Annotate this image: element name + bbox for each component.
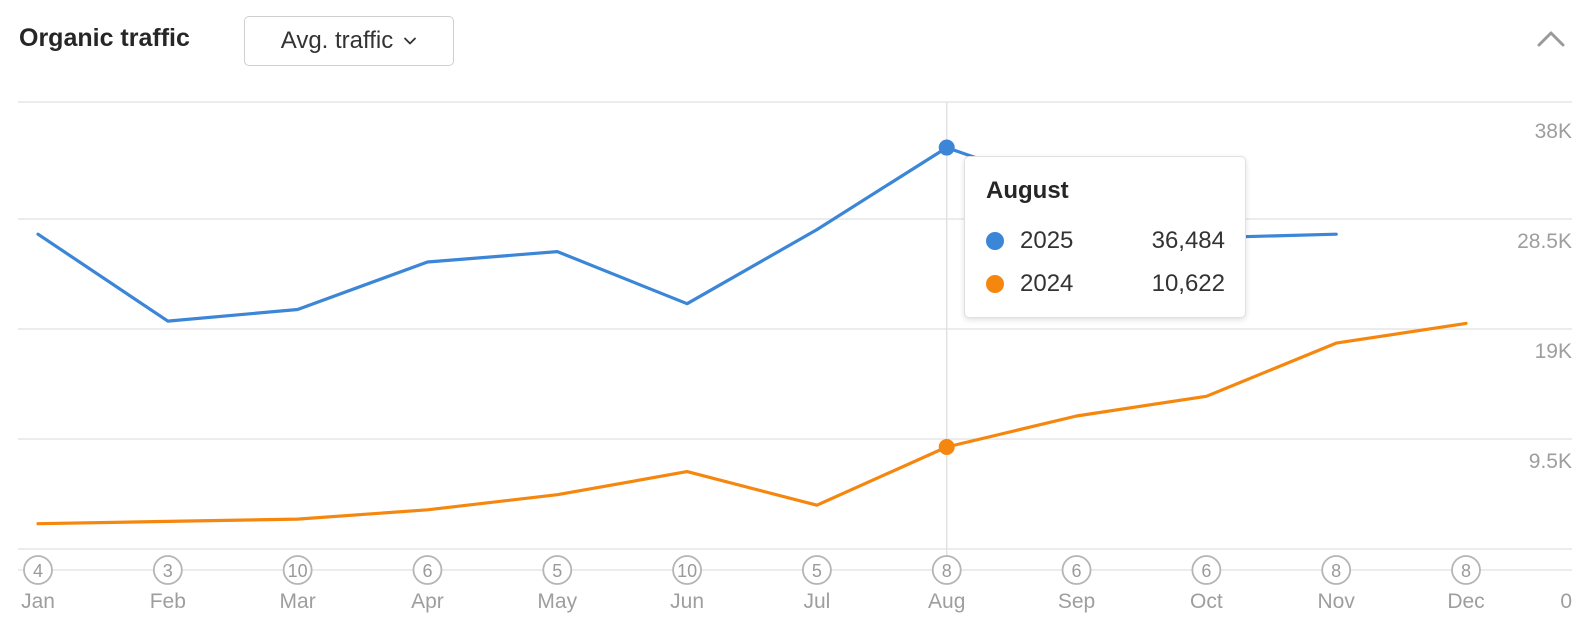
x-badge-circle: [412, 555, 443, 585]
x-badge-count: 6: [1201, 561, 1211, 581]
x-badge-circle: [282, 555, 313, 585]
highlight-point-2025: [938, 139, 955, 156]
y-tick-label: 9.5K: [1529, 450, 1572, 473]
y-tick-label: 19K: [1535, 340, 1572, 363]
highlight-points: [938, 139, 955, 456]
x-tick-label: Sep: [1058, 590, 1095, 613]
x-badge-circle: [931, 555, 962, 585]
x-badge-count: 8: [1331, 561, 1341, 581]
highlight-point-2024: [938, 439, 955, 456]
x-badge: 10: [282, 555, 313, 585]
series-line-2024: [36, 321, 1468, 526]
tooltip-title: August: [986, 177, 1069, 204]
x-badge-circle: [1321, 555, 1352, 585]
y-tick-label: 0: [1560, 590, 1572, 613]
tooltip-series-value: 10,622: [1151, 269, 1225, 297]
chevron-up-icon[interactable]: [1536, 28, 1566, 50]
x-tick-label: Jun: [670, 590, 704, 613]
x-tick-label: Jan: [21, 590, 55, 613]
x-badge: 5: [802, 555, 832, 585]
x-tick-label: Apr: [411, 590, 444, 613]
tooltip-series-name: 2025: [1020, 226, 1074, 254]
chevron-down-icon: [404, 37, 417, 45]
x-badge-count: 8: [1461, 561, 1471, 581]
tooltip-row-2025: 2025 36,484: [986, 219, 1225, 262]
x-badge-count: 4: [33, 561, 43, 581]
metric-dropdown-label: Avg. traffic: [280, 27, 394, 54]
x-badge: 6: [412, 555, 443, 585]
x-badge-count: 3: [163, 561, 173, 581]
chart-tooltip: August 2025 36,484 2024 10,622: [964, 156, 1246, 318]
x-badge-circle: [542, 555, 573, 585]
x-badge: 6: [1191, 555, 1222, 585]
series-2025-swatch: [986, 231, 1004, 250]
x-badge: 8: [931, 555, 962, 585]
x-badge: 10: [672, 555, 702, 585]
x-badge: 8: [1321, 555, 1352, 585]
tooltip-series-value: 36,484: [1151, 226, 1225, 254]
x-tick-label: Aug: [928, 590, 965, 613]
x-badge: 3: [152, 555, 183, 585]
x-badge-count: 6: [422, 561, 432, 581]
x-tick-label: Dec: [1447, 590, 1484, 613]
x-tick-label: Mar: [280, 590, 316, 613]
x-badge-count: 6: [1072, 561, 1082, 581]
x-tick-label: Jul: [803, 590, 830, 613]
x-badge-count: 10: [288, 561, 308, 581]
x-badge-count: 8: [942, 561, 952, 581]
gridlines: [18, 101, 1572, 571]
metric-dropdown[interactable]: Avg. traffic: [244, 16, 454, 66]
x-badge-circle: [1451, 555, 1481, 585]
x-badge: 6: [1061, 555, 1092, 585]
x-badge-circle: [1061, 555, 1092, 585]
x-axis-badges: 4 3 10 6 5 10 5 8 6 6 8 8: [23, 555, 1481, 585]
x-badge-count: 5: [812, 561, 822, 581]
x-badge: 8: [1451, 555, 1481, 585]
x-badge-circle: [802, 555, 832, 585]
y-tick-label: 28.5K: [1517, 230, 1572, 253]
x-axis-labels: Jan Feb Mar Apr May Jun Jul Aug Sep Oct Nov Dec: [21, 590, 1485, 613]
tooltip-series-name: 2024: [1020, 269, 1074, 297]
x-badge-count: 5: [552, 561, 562, 581]
x-badge: 5: [542, 555, 573, 585]
x-badge-count: 10: [677, 561, 697, 581]
chart-title: Organic traffic: [19, 24, 190, 52]
x-tick-label: Nov: [1318, 590, 1356, 613]
x-tick-label: Oct: [1190, 590, 1223, 613]
x-tick-label: Feb: [150, 590, 186, 613]
x-badge-circle: [23, 555, 53, 585]
x-badge: 4: [23, 555, 53, 585]
tooltip-row-2024: 2024 10,622: [986, 262, 1225, 305]
series-lines: [36, 146, 1468, 526]
x-badge-circle: [152, 555, 183, 585]
series-2024-swatch: [986, 274, 1004, 293]
x-badge-circle: [1191, 555, 1222, 585]
y-tick-label: 38K: [1535, 120, 1572, 143]
x-tick-label: May: [537, 590, 577, 613]
x-badge-circle: [672, 555, 702, 585]
y-axis-labels: 0 9.5K 19K 28.5K 38K: [1517, 120, 1572, 613]
